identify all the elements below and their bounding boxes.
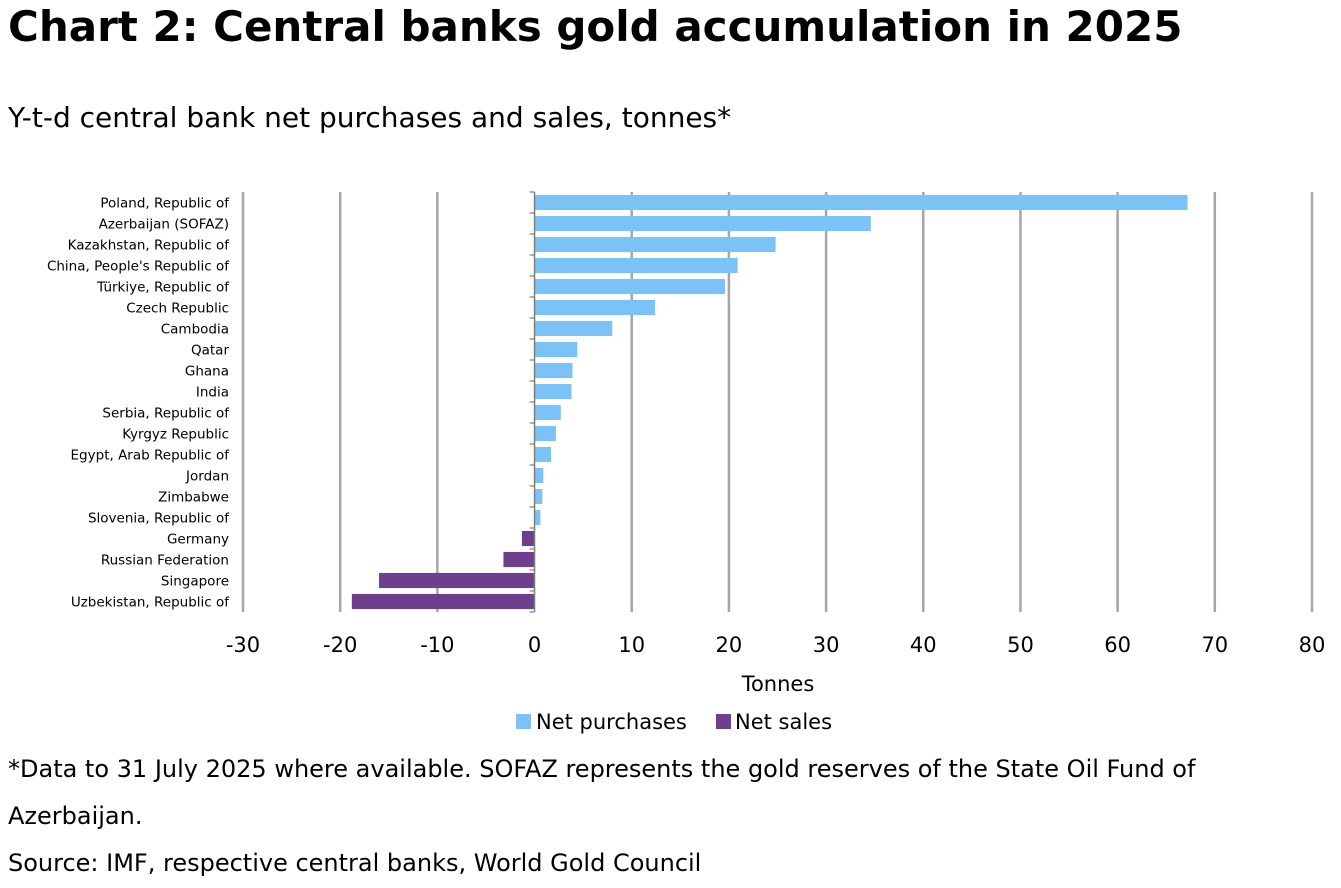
bar-kyrgyz-republic <box>534 425 556 442</box>
x-tick-label: -20 <box>323 633 357 657</box>
category-label-t-rkiye-republic-of: Türkiye, Republic of <box>96 280 230 296</box>
legend-swatch-net-sales <box>716 714 731 729</box>
bar-ghana <box>534 362 573 379</box>
legend-label-net-sales: Net sales <box>735 710 832 734</box>
bar-czech-republic <box>534 299 656 316</box>
category-labels: Poland, Republic of Azerbaijan (SOFAZ) Kaz… <box>47 196 230 611</box>
category-label-kyrgyz-republic: Kyrgyz Republic <box>122 427 229 443</box>
legend-swatch-net-purchases <box>516 714 531 729</box>
source-note: Source: IMF, respective central banks, W… <box>8 849 702 877</box>
bar-egypt-arab-republic-of <box>534 446 552 463</box>
x-tick-label: 30 <box>813 633 840 657</box>
category-label-cambodia: Cambodia <box>161 322 229 338</box>
x-tick-label: 10 <box>618 633 645 657</box>
bar-serbia-republic-of <box>534 404 561 421</box>
category-label-azerbaijan-sofaz: Azerbaijan (SOFAZ) <box>99 217 229 233</box>
bar-singapore <box>379 572 535 589</box>
bar-slovenia-republic-of <box>534 509 541 526</box>
x-tick-label: 0 <box>528 633 541 657</box>
category-label-russian-federation: Russian Federation <box>101 553 229 569</box>
bar-zimbabwe <box>534 488 543 505</box>
x-tick-label: -10 <box>420 633 454 657</box>
bar-china-people-s-republic-of <box>534 257 738 274</box>
category-label-serbia-republic-of: Serbia, Republic of <box>102 406 230 422</box>
chart-title: Chart 2: Central banks gold accumulation… <box>8 2 1183 51</box>
x-tick-label: 50 <box>1007 633 1034 657</box>
x-tick-label: 70 <box>1201 633 1228 657</box>
x-tick-label: 80 <box>1299 633 1326 657</box>
bar-azerbaijan-sofaz <box>534 215 871 232</box>
category-label-czech-republic: Czech Republic <box>126 301 229 317</box>
axes <box>529 191 536 613</box>
legend: Net purchases Net sales <box>516 710 832 734</box>
x-tick-label: 20 <box>716 633 743 657</box>
x-tick-label: -30 <box>226 633 260 657</box>
category-label-qatar: Qatar <box>191 343 229 359</box>
bar-qatar <box>534 341 578 358</box>
x-tick-labels: -30 -20 -10 0 10 20 30 40 50 60 70 80 <box>226 633 1326 657</box>
category-label-egypt-arab-republic-of: Egypt, Arab Republic of <box>71 448 231 464</box>
category-label-poland-republic-of: Poland, Republic of <box>100 196 230 212</box>
legend-label-net-purchases: Net purchases <box>536 710 687 734</box>
bar-germany <box>521 530 535 547</box>
bar-jordan <box>534 467 544 484</box>
x-axis-title: Tonnes <box>741 672 815 696</box>
bar-india <box>534 383 572 400</box>
gridlines <box>241 192 1314 612</box>
bar-uzbekistan-republic-of <box>351 593 535 610</box>
category-label-uzbekistan-republic-of: Uzbekistan, Republic of <box>71 595 230 611</box>
category-label-jordan: Jordan <box>185 469 229 485</box>
bar-kazakhstan-republic-of <box>534 236 776 253</box>
footnote: *Data to 31 July 2025 where available. S… <box>8 755 1196 830</box>
category-label-slovenia-republic-of: Slovenia, Republic of <box>88 511 230 527</box>
x-tick-label: 40 <box>910 633 937 657</box>
category-label-kazakhstan-republic-of: Kazakhstan, Republic of <box>68 238 231 254</box>
bar-poland-republic-of <box>534 194 1188 211</box>
category-label-india: India <box>196 385 229 401</box>
bars <box>351 194 1188 610</box>
x-tick-label: 60 <box>1104 633 1131 657</box>
bar-russian-federation <box>503 551 535 568</box>
category-label-zimbabwe: Zimbabwe <box>158 490 229 506</box>
category-label-ghana: Ghana <box>185 364 229 380</box>
bar-cambodia <box>534 320 613 337</box>
category-label-china-people-s-republic-of: China, People's Republic of <box>47 259 230 275</box>
category-label-germany: Germany <box>167 532 229 548</box>
bar-t-rkiye-republic-of <box>534 278 726 295</box>
chart-subtitle: Y-t-d central bank net purchases and sal… <box>8 101 732 134</box>
category-label-singapore: Singapore <box>161 574 229 590</box>
